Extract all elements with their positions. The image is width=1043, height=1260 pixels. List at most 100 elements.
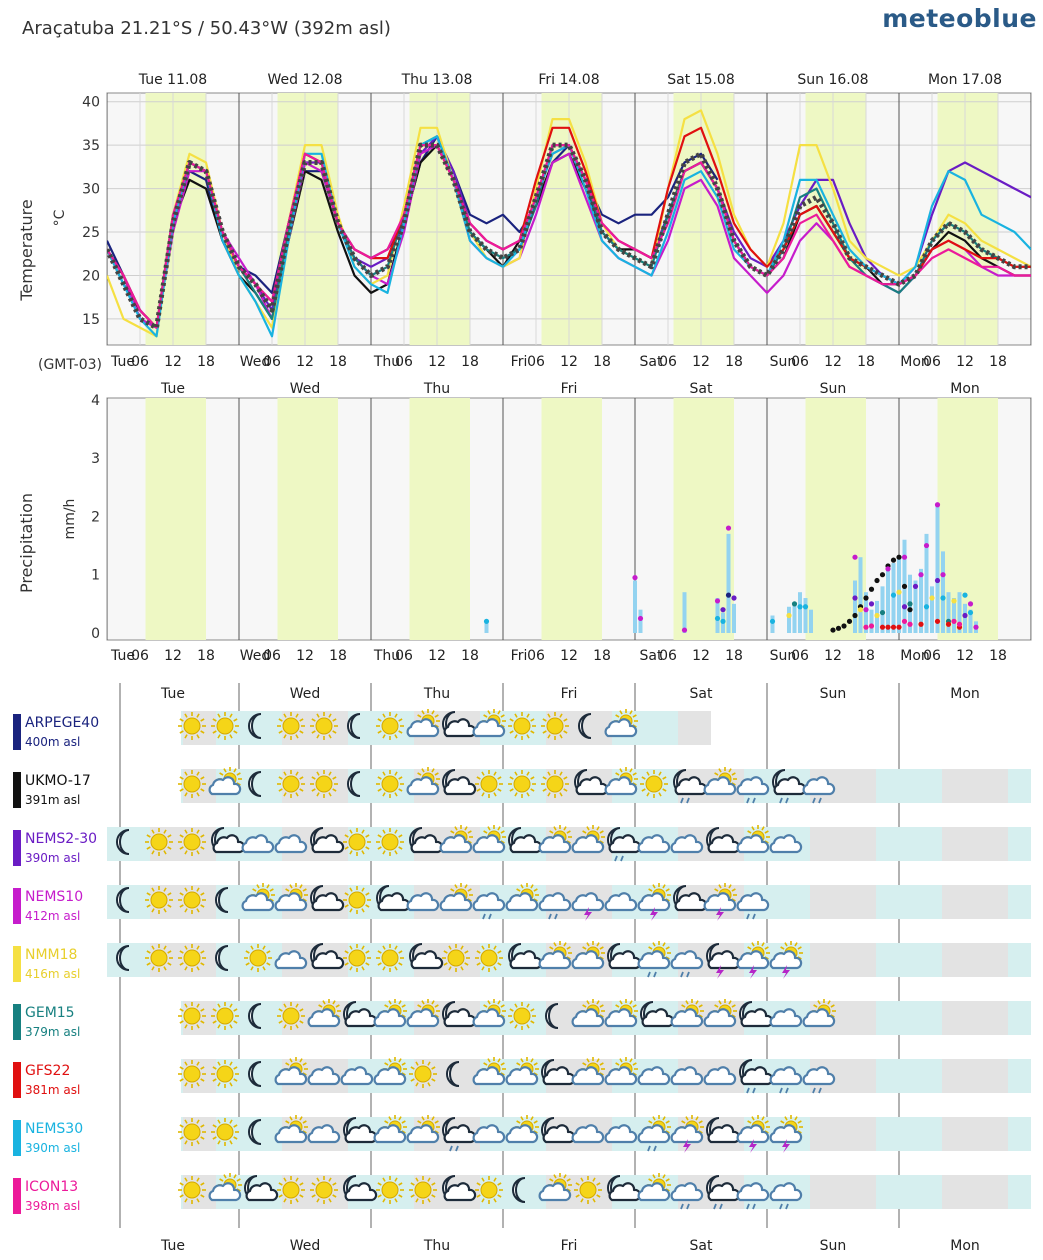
rain-drop (818, 1087, 822, 1094)
model-color-swatch (13, 772, 21, 808)
model-cloud-shade (942, 943, 975, 977)
sun-disc (183, 949, 201, 967)
precipitation-dot-icon13 (863, 624, 869, 630)
sun-disc (414, 1065, 432, 1083)
sun-ray (410, 1194, 415, 1198)
sun-ray (365, 892, 370, 896)
hour-tick-label: 18 (329, 354, 347, 370)
prec-ytick-label: 2 (91, 509, 100, 525)
cloud-icon (736, 1182, 770, 1202)
sun-ray (184, 1177, 188, 1182)
sun-ray (184, 908, 188, 913)
precipitation-bar (935, 504, 940, 633)
day-abbrev-label: Thu (373, 648, 400, 664)
rain-drop (779, 1203, 783, 1210)
sun-icon (409, 1176, 437, 1204)
meteoblue-logo[interactable]: meteoblue (882, 4, 1037, 33)
precipitation-dot-nems30 (797, 604, 803, 610)
rain-drop (455, 1145, 459, 1152)
sun-ray (219, 1178, 224, 1182)
sun-ray (184, 829, 188, 834)
sun-ray (547, 713, 551, 718)
precipitation-bar (853, 580, 857, 633)
precipitation-dot-nems2-30 (720, 607, 726, 613)
sun-disc (249, 949, 267, 967)
sun-ray (417, 772, 422, 776)
sun-ray (196, 966, 200, 971)
sun-ray (328, 792, 332, 797)
rain-drop (779, 797, 783, 804)
sun-ray (179, 1020, 184, 1024)
model-name-label: NEMS10 (25, 889, 83, 905)
sun-ray (780, 1120, 785, 1124)
sun-ray (481, 966, 485, 971)
sun-ray (299, 730, 304, 734)
sun-disc (348, 891, 366, 909)
location-title: Araçatuba 21.21°S / 50.43°W (392m asl) (22, 18, 391, 39)
precipitation-dot-nmm18 (786, 612, 792, 619)
rain-icon (779, 1203, 789, 1210)
sun-ray (179, 1194, 184, 1198)
sun-disc (150, 891, 168, 909)
sun-icon (145, 886, 173, 914)
precipitation-dot-nems10 (637, 615, 644, 622)
sun-ray (483, 830, 488, 834)
precipitation-dot-nmm18 (857, 607, 864, 613)
sun-ray (229, 1119, 233, 1124)
rain-drop (812, 797, 816, 804)
sun-icon (343, 886, 371, 914)
sun-ray (377, 846, 382, 850)
sun-ray (662, 1174, 666, 1179)
sun-ray (256, 884, 260, 889)
temperature-panel: 15 20 25 30 35 40 Tue 11.08 Wed 12.08 Thu 13.08… (17, 72, 1032, 373)
sun-ray (394, 734, 398, 739)
sun-ray (431, 1078, 436, 1082)
sun-ray (398, 1194, 403, 1198)
rain-drop (752, 1203, 756, 1210)
sun-ray (285, 1062, 290, 1066)
cloud-icon (443, 776, 477, 796)
sun-ray (516, 1062, 521, 1066)
precipitation-dot-ukmo-17 (874, 577, 880, 584)
cloud-icon (736, 776, 770, 796)
model-altitude-label: 416m asl (25, 967, 80, 981)
sun-ray (398, 950, 403, 954)
sun-ray (283, 771, 287, 776)
sun-ray (151, 850, 155, 855)
sun-ray (718, 768, 722, 773)
sun-ray (483, 714, 488, 718)
sun-icon (277, 1002, 305, 1030)
sun-ray (549, 946, 554, 950)
sun-ray (278, 730, 283, 734)
sun-disc (513, 775, 531, 793)
precipitation-dot-nems2-30 (934, 577, 941, 584)
model-cloud-shade (942, 1001, 975, 1035)
sun-ray (549, 830, 554, 834)
day-abbrev-label: Tue (110, 354, 135, 370)
precipitation-dot-nems10 (714, 598, 721, 604)
precipitation-bar (726, 533, 731, 633)
day-label: Thu (423, 381, 450, 397)
precipitation-bar (809, 609, 813, 633)
sun-ray (184, 1119, 188, 1124)
sun-ray (361, 887, 365, 892)
precipitation-bar (968, 609, 973, 633)
sun-ray (285, 1120, 290, 1124)
sun-ray (780, 946, 785, 950)
sun-ray (467, 830, 472, 834)
sun-ray (398, 962, 403, 966)
sun-ray (377, 788, 382, 792)
rain-drop (686, 1203, 690, 1210)
sun-ray (382, 829, 386, 834)
hour-tick-label: 06 (395, 354, 413, 370)
sun-ray (460, 966, 464, 971)
sun-ray (450, 888, 455, 892)
sun-ray (514, 734, 518, 739)
precipitation-bar (770, 615, 775, 633)
sun-ray (200, 1136, 205, 1140)
sun-ray (179, 788, 184, 792)
rain-drop (653, 971, 657, 978)
cloud-icon (571, 1008, 605, 1028)
sun-ray (361, 850, 365, 855)
sun-ray (349, 829, 353, 834)
